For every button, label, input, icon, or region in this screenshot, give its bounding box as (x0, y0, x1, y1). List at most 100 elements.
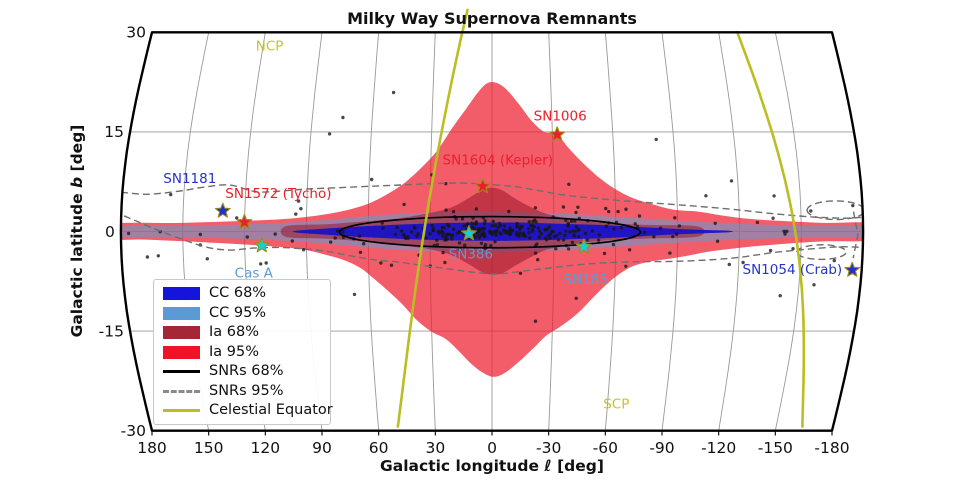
y-axis-label: Galactic latitude b [deg] (68, 81, 88, 381)
snr-point (741, 260, 745, 265)
snr-point (508, 232, 513, 236)
snr-point (832, 258, 836, 263)
snrs-95-contour-edge-arc (852, 211, 859, 259)
snr-point (533, 206, 538, 210)
snr-point (518, 271, 523, 275)
snr-point (531, 227, 535, 232)
legend-item-6: SNRs 95% (163, 383, 322, 398)
snr-point (521, 233, 525, 238)
snr-point (488, 231, 492, 235)
snr-point (791, 247, 795, 251)
snr-point (515, 225, 519, 229)
legend-item-3: Ia 68% (163, 324, 322, 340)
snr-contours (120, 182, 864, 275)
snr-point (544, 238, 549, 242)
snr-point (573, 219, 577, 223)
snr-point (402, 202, 406, 207)
snr-point (851, 203, 855, 208)
snr-point (393, 232, 398, 237)
snr-point (437, 231, 441, 235)
snr-point (358, 250, 363, 254)
plot-frame (119, 31, 865, 432)
snr-point (443, 238, 447, 242)
snr-point (441, 234, 445, 238)
x-tick-label--90: -90 (649, 439, 674, 457)
snr-point (607, 209, 611, 214)
snrs-95-contour (120, 182, 864, 275)
x-tick-label-60: 60 (369, 439, 389, 457)
snr-point (508, 228, 512, 232)
snr-point (341, 230, 345, 234)
snr-point (570, 240, 575, 245)
snr-point (294, 212, 298, 216)
snr-point (549, 232, 553, 236)
snr-point (654, 137, 658, 142)
snr-point (335, 229, 340, 233)
x-axis-symbol: ℓ (544, 457, 552, 475)
snr-point (483, 243, 488, 247)
snr-point (482, 232, 487, 236)
snr-point (772, 194, 776, 198)
snr-point (624, 207, 628, 211)
y-tick-label--30: -30 (121, 422, 146, 440)
snr-point (399, 229, 404, 233)
snr-point (782, 229, 786, 233)
snr-point (658, 226, 663, 230)
snr-point (635, 224, 640, 229)
x-axis-label: Galactic longitude ℓ [deg] (152, 457, 832, 475)
snr-point (576, 205, 580, 209)
snr-point (428, 232, 432, 236)
snr-point (482, 221, 487, 226)
snr-point (548, 236, 552, 240)
snr-point (602, 251, 607, 256)
snr-point (447, 232, 451, 236)
snr-point (412, 225, 417, 229)
snr-point (768, 248, 773, 253)
snr-point (406, 234, 410, 239)
legend-label-3: Ia 68% (209, 324, 259, 340)
snr-point (441, 250, 445, 255)
snr-point (245, 235, 249, 239)
pole-label-scp: SCP (603, 397, 629, 413)
celestial-equator-branch-1 (396, 8, 469, 428)
x-tick-label--120: -120 (701, 439, 736, 457)
snr-point (637, 214, 642, 218)
snr-point (503, 228, 507, 233)
snr-point (301, 248, 306, 252)
snr-point (391, 90, 396, 95)
snr-point (389, 263, 394, 267)
snr-point (515, 221, 519, 226)
snr-point (533, 251, 538, 255)
snr-point (493, 240, 497, 244)
snr-point (527, 227, 531, 231)
legend-item-5: SNRs 68% (163, 364, 322, 378)
snr-point (447, 224, 451, 228)
legend-item-2: CC 95% (163, 305, 322, 320)
snr-point (430, 223, 434, 228)
snr-point (457, 241, 462, 245)
snr-label-sn1572-tycho-: SN1572 (Tycho) (225, 186, 331, 202)
snr-point (497, 221, 501, 226)
snr-label-sn1054-crab-: SN1054 (Crab) (743, 262, 843, 278)
snr-point (556, 238, 561, 242)
snr-point (552, 235, 557, 239)
snr-point (567, 182, 571, 186)
snr-point (205, 257, 209, 261)
snr-point (443, 260, 447, 265)
snr-point (809, 209, 813, 213)
snr-point (576, 234, 581, 239)
plot-title: Milky Way Supernova Remnants (347, 9, 637, 28)
snr-point (571, 229, 575, 233)
snr-point (455, 231, 460, 235)
snr-point (783, 232, 787, 236)
snr-point (381, 226, 385, 230)
snr-point (431, 228, 435, 233)
snr-point (518, 231, 522, 235)
x-tick-label--30: -30 (536, 439, 561, 457)
snr-point (496, 225, 500, 230)
x-axis-label-text: Galactic longitude (380, 457, 545, 475)
y-tick-label--15: -15 (99, 322, 124, 340)
snr-point (574, 296, 578, 300)
snr-point (715, 239, 720, 243)
snr-point (470, 225, 475, 229)
